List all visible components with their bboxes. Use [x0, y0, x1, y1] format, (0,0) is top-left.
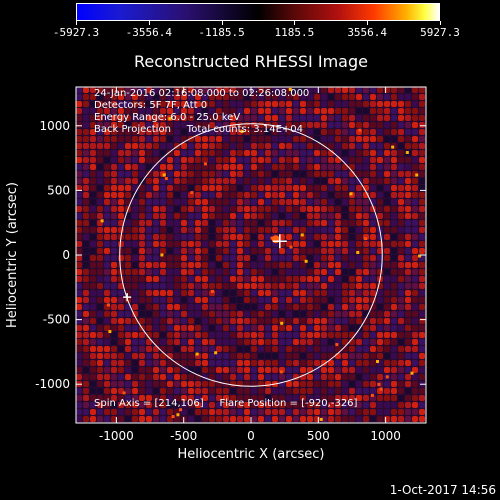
- colorbar-tick: [367, 21, 369, 25]
- markers: [123, 234, 287, 302]
- colorbar-tick: [148, 21, 150, 25]
- x-tick-label: -1000: [99, 429, 134, 443]
- annotation-time: 24-Jan-2016 02:16:08.000 to 02:26:08.000: [94, 88, 310, 99]
- rhessi-image: [76, 87, 426, 423]
- axes: -1000 -500 0 500 1000 -1000 -500 0 500 1000: [35, 87, 426, 443]
- colorbar-tick: [221, 21, 223, 25]
- colorbar-label: 5927.3: [420, 26, 460, 39]
- date-stamp: 1-Oct-2017 14:56: [389, 483, 496, 497]
- colorbar-tick: [440, 21, 441, 25]
- y-tick-label: -500: [43, 313, 70, 327]
- solar-limb-circle: [119, 123, 383, 387]
- y-tick-label: 0: [62, 248, 70, 262]
- x-axis-label: Heliocentric X (arcsec): [178, 447, 325, 462]
- spin-axis-marker: [272, 234, 287, 249]
- x-tick-label: 500: [307, 429, 330, 443]
- colorbar: [76, 3, 440, 21]
- colorbar-label: -1185.5: [198, 26, 245, 39]
- colorbar-tick: [76, 21, 77, 25]
- annotation-footer: Spin Axis = [214,106] Flare Position = […: [94, 398, 358, 409]
- x-tick-label: -500: [170, 429, 197, 443]
- annotation-method: Back Projection Total counts: 3.14E+04: [94, 124, 303, 135]
- colorbar-label: -3556.4: [125, 26, 172, 39]
- y-tick-label: -1000: [35, 377, 70, 391]
- colorbar-label: 3556.4: [347, 26, 388, 39]
- colorbar-label: 1185.5: [274, 26, 315, 39]
- y-tick-label: 500: [47, 183, 70, 197]
- image-title: Reconstructed RHESSI Image: [134, 52, 368, 71]
- annotation-energy: Energy Range: 6.0 - 25.0 keV: [94, 112, 241, 123]
- colorbar-label: -5927.3: [52, 26, 100, 39]
- y-tick-label: 1000: [39, 119, 70, 133]
- colorbar-tick: [294, 21, 296, 25]
- x-tick-label: 1000: [370, 429, 401, 443]
- x-tick-label: 0: [247, 429, 255, 443]
- annotation-detectors: Detectors: 5F 7F, Att 0: [94, 100, 208, 111]
- y-axis-label: Heliocentric Y (arcsec): [5, 182, 20, 328]
- flare-position-marker: [123, 293, 132, 302]
